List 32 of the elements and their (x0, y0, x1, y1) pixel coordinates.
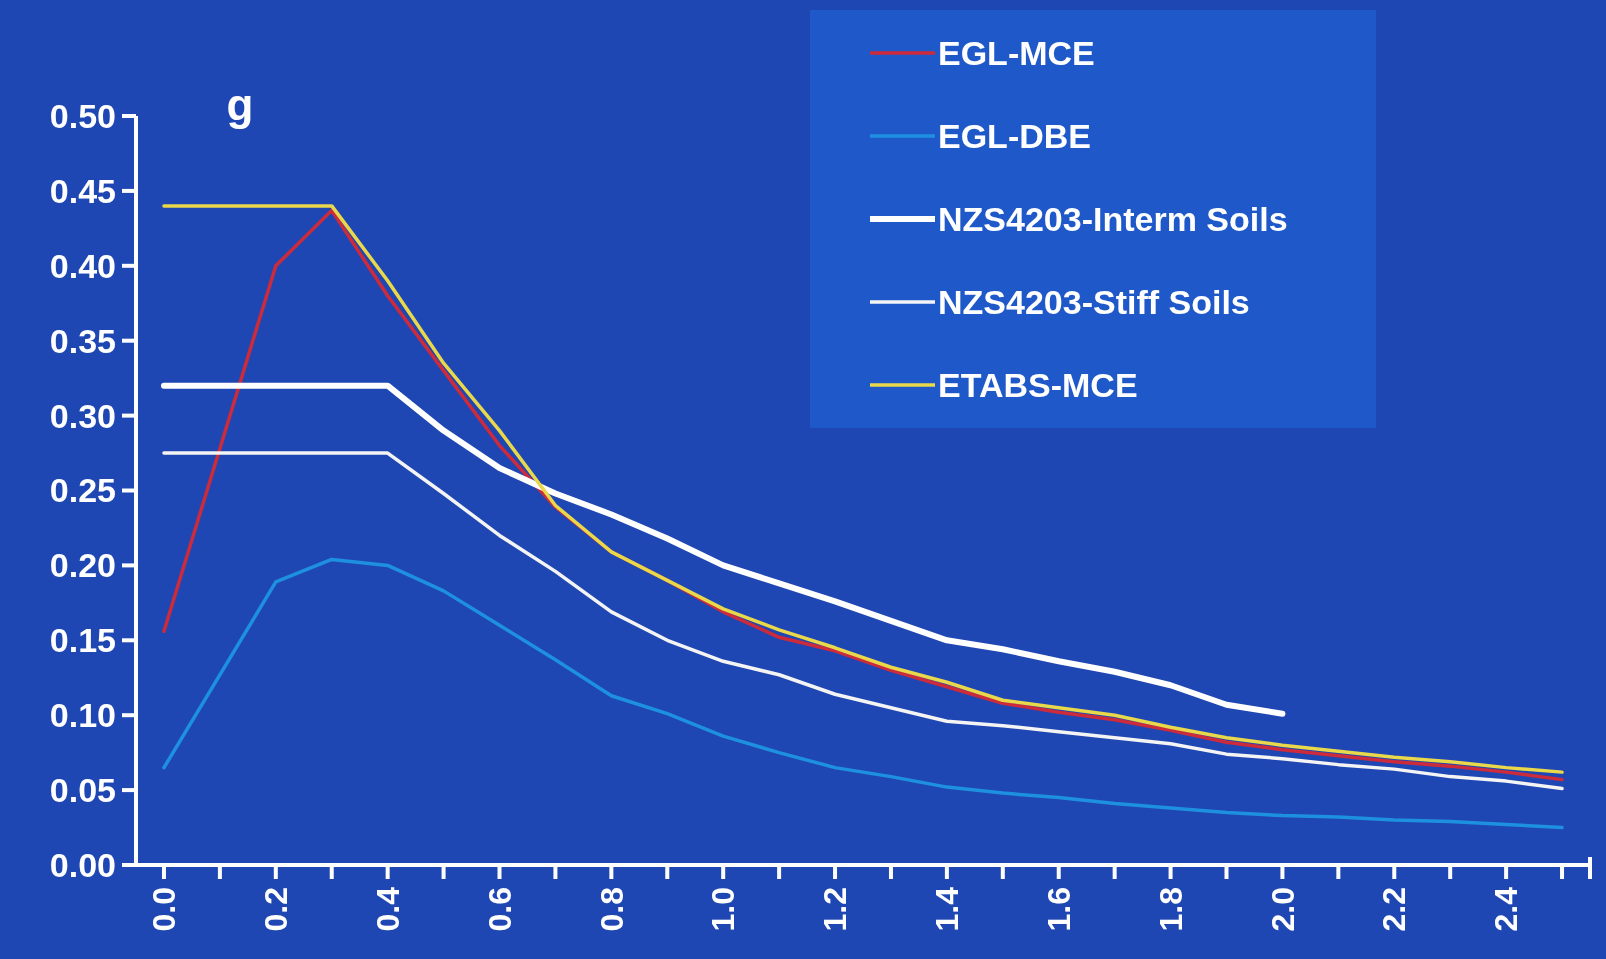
x-tick-label: 1.8 (1152, 887, 1189, 932)
x-tick-label: 0.8 (593, 887, 630, 932)
y-tick-label: 0.00 (49, 845, 116, 884)
x-tick-label: 0.2 (258, 887, 295, 932)
x-tick-label: 1.2 (817, 887, 854, 932)
y-tick-label: 0.45 (49, 171, 116, 210)
x-tick-label: 1.4 (929, 886, 966, 932)
legend-label: EGL-MCE (938, 33, 1095, 72)
line-series (162, 451, 1564, 791)
y-tick-label: 0.40 (49, 246, 116, 285)
legend-label: NZS4203-Interm Soils (938, 199, 1288, 238)
y-tick-label: 0.05 (49, 771, 116, 809)
y-tick-label: 0.10 (49, 696, 116, 735)
x-tick-label: 0.6 (481, 887, 518, 932)
y-axis-title: g (226, 80, 254, 130)
y-tick-label: 0.15 (49, 621, 116, 660)
x-tick-label: 1.6 (1040, 887, 1077, 932)
x-tick-label: 2.4 (1488, 886, 1525, 932)
y-tick-label: 0.35 (49, 321, 116, 360)
x-tick-label: 0.0 (146, 887, 183, 932)
legend-label: NZS4203-Stiff Soils (938, 282, 1250, 321)
y-tick-label: 0.50 (49, 96, 116, 135)
y-tick-label: 0.25 (49, 471, 116, 510)
y-tick-label: 0.30 (49, 396, 116, 435)
line-series (162, 557, 1564, 830)
legend-label: ETABS-MCE (938, 365, 1138, 404)
legend-label: EGL-DBE (938, 116, 1091, 155)
x-tick-label: 2.0 (1264, 887, 1301, 932)
x-tick-label: 0.4 (369, 886, 406, 932)
x-tick-label: 2.2 (1376, 887, 1413, 932)
x-tick-label: 1.0 (705, 887, 742, 932)
y-tick-label: 0.20 (49, 546, 116, 585)
